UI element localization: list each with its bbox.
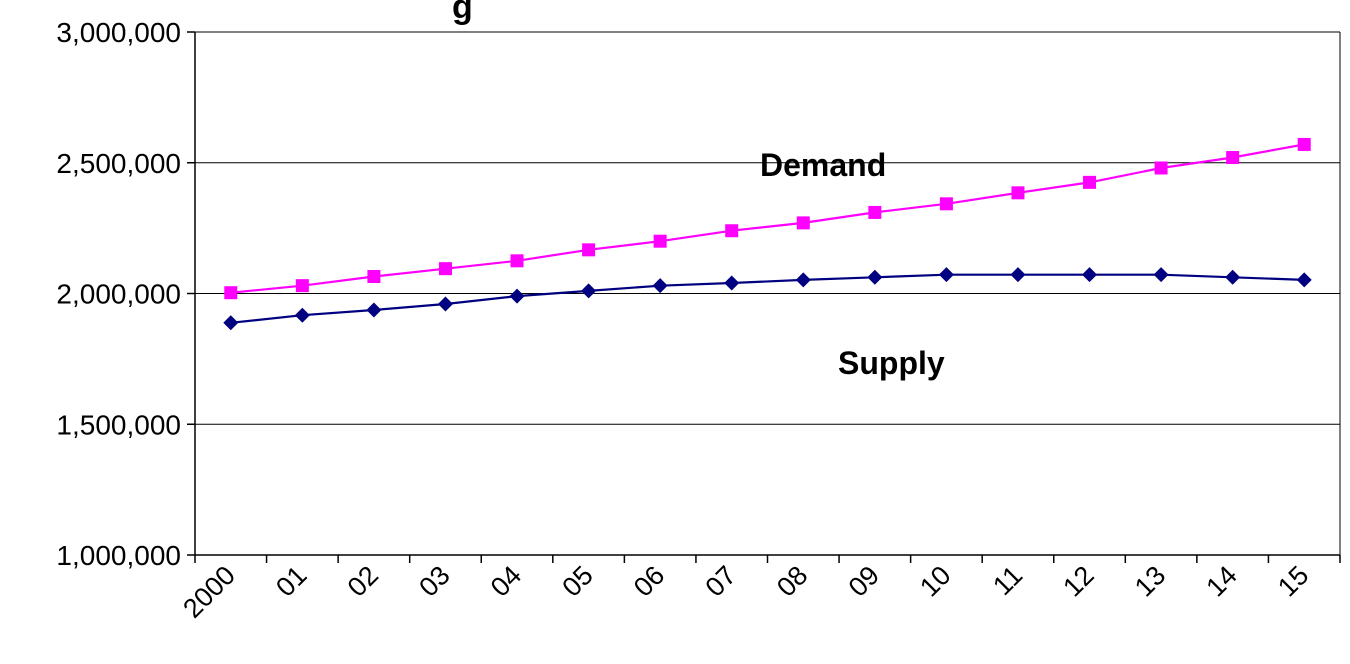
x-tick-label: 15: [1272, 560, 1314, 602]
data-point-demand: [1083, 175, 1097, 189]
data-point-demand: [868, 205, 882, 219]
x-axis-ticks: 2000 01 02 03 04 05 06 07 08 09 10 11 12 13 14 15: [177, 555, 1341, 624]
data-point-supply: [652, 278, 668, 294]
data-point-supply: [1296, 272, 1312, 288]
gridlines: [195, 31, 1340, 425]
data-point-demand: [653, 234, 667, 248]
data-point-supply: [1153, 267, 1169, 283]
y-tick-label: 2,000,000: [56, 279, 181, 310]
data-point-demand: [1226, 151, 1240, 165]
data-point-supply: [509, 288, 525, 304]
x-tick-label: 2000: [177, 560, 241, 624]
data-point-supply: [581, 283, 597, 299]
x-tick-label: 14: [1200, 560, 1242, 602]
data-point-supply: [223, 315, 239, 331]
data-point-demand: [295, 279, 309, 293]
data-point-supply: [938, 267, 954, 283]
x-tick-label: 05: [556, 560, 598, 602]
y-tick-label: 3,000,000: [56, 17, 181, 48]
x-tick-label: 08: [771, 560, 813, 602]
data-point-demand: [1154, 161, 1168, 175]
x-tick-label: 11: [987, 560, 1028, 601]
series-labels: Demand Supply: [760, 147, 945, 381]
data-point-demand: [1011, 186, 1025, 200]
data-point-supply: [437, 296, 453, 312]
data-point-demand: [1297, 137, 1311, 151]
x-tick-label: 09: [843, 560, 885, 602]
data-point-demand: [224, 286, 238, 300]
supply-series-label: Supply: [838, 345, 945, 381]
data-point-demand: [725, 224, 739, 238]
data-point-supply: [1082, 267, 1098, 283]
series-line-demand: [230, 143, 1305, 294]
data-point-supply: [867, 269, 883, 285]
x-tick-label: 13: [1129, 560, 1171, 602]
data-point-supply: [294, 307, 310, 323]
data-point-demand: [438, 262, 452, 276]
x-tick-label: 07: [700, 560, 742, 602]
data-point-supply: [366, 302, 382, 318]
data-point-supply: [795, 272, 811, 288]
chart-title-fragment: g: [452, 0, 473, 26]
x-tick-label: 01: [270, 560, 312, 602]
data-point-demand: [582, 243, 596, 257]
demand-series-label: Demand: [760, 147, 886, 183]
data-point-demand: [367, 270, 381, 284]
x-tick-label: 04: [485, 560, 527, 602]
data-point-supply: [724, 275, 740, 291]
series: [223, 137, 1312, 331]
y-axis-ticks: 1,000,000 1,500,000 2,000,000 2,500,000 3,00…: [56, 17, 195, 571]
x-tick-label: 06: [628, 560, 670, 602]
series-line-supply: [230, 273, 1305, 324]
data-point-demand: [939, 197, 953, 211]
y-tick-label: 1,000,000: [56, 540, 181, 571]
data-point-demand: [796, 216, 810, 230]
x-tick-label: 03: [413, 560, 455, 602]
y-tick-label: 1,500,000: [56, 409, 181, 440]
data-point-supply: [1225, 269, 1241, 285]
data-point-supply: [1010, 267, 1026, 283]
y-tick-label: 2,500,000: [56, 148, 181, 179]
data-point-demand: [510, 254, 524, 268]
x-tick-label: 02: [342, 560, 384, 602]
x-tick-label: 12: [1057, 560, 1099, 602]
x-tick-label: 10: [914, 560, 956, 602]
